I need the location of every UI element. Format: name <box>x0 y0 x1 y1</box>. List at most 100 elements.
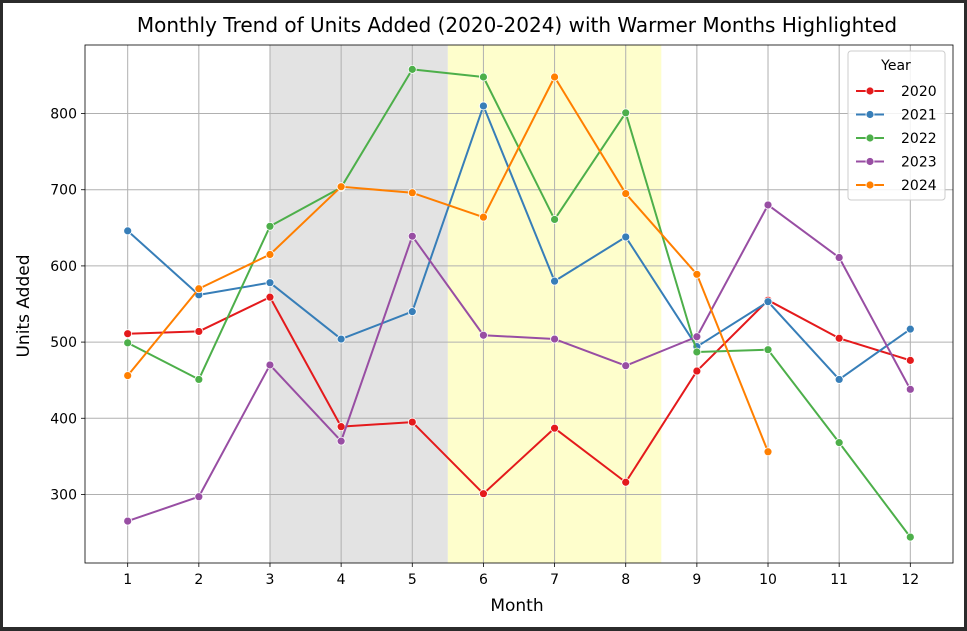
data-point-2024 <box>336 182 346 192</box>
data-point-2024 <box>479 212 488 222</box>
x-tick-label: 3 <box>266 572 275 588</box>
data-point-2021 <box>905 324 915 334</box>
y-tick-label: 400 <box>50 411 77 427</box>
legend-label: 2021 <box>901 108 937 124</box>
data-point-2020 <box>621 477 631 487</box>
data-point-2022 <box>834 438 844 448</box>
chart-canvas: 1 2 3 4 5 6 7 8 9 10 11 12 300 400 500 600 700 800 Month… <box>3 3 964 627</box>
legend-item-2023: 2023 <box>856 155 937 171</box>
x-tick-label: 7 <box>550 572 559 588</box>
data-point-2023 <box>905 384 915 394</box>
series-line-2021 <box>127 104 911 381</box>
legend-item-2021: 2021 <box>856 108 937 124</box>
data-point-2021 <box>763 297 773 307</box>
x-tick-label: 8 <box>621 572 630 588</box>
data-point-2024 <box>763 447 773 457</box>
series-line-2020 <box>127 296 911 495</box>
data-point-2022 <box>407 64 417 74</box>
legend-swatch-marker <box>865 180 875 190</box>
data-point-2021 <box>550 276 559 286</box>
data-point-2021 <box>336 334 346 344</box>
legend-item-2020: 2020 <box>856 84 937 100</box>
x-tick-label: 12 <box>901 572 919 588</box>
data-point-2023 <box>123 516 133 526</box>
highlight-band-1 <box>269 45 448 563</box>
data-point-2020 <box>407 417 417 427</box>
data-point-2023 <box>479 330 488 340</box>
data-point-2020 <box>479 489 488 499</box>
data-point-2024 <box>265 250 275 259</box>
data-point-2023 <box>763 200 773 210</box>
y-tick-label: 600 <box>50 259 77 275</box>
data-point-2022 <box>194 375 204 384</box>
data-point-2022 <box>692 347 702 357</box>
data-point-2023 <box>692 332 702 342</box>
legend-swatch-marker <box>865 86 875 96</box>
data-point-2021 <box>479 101 488 111</box>
x-tick-label: 6 <box>479 572 488 588</box>
legend-title: Year <box>880 58 911 74</box>
data-point-2022 <box>905 532 915 542</box>
data-point-2022 <box>479 72 488 82</box>
data-point-2022 <box>621 108 631 118</box>
data-point-2020 <box>905 355 915 365</box>
legend: Year 2020 2021 2022 2023 2024 <box>847 50 946 201</box>
data-point-2023 <box>194 492 204 502</box>
data-point-2023 <box>550 334 559 344</box>
x-tick-label: 2 <box>194 572 203 588</box>
x-axis-label: Month <box>490 596 543 616</box>
data-point-2020 <box>123 329 133 339</box>
legend-label: 2022 <box>901 131 937 147</box>
data-point-2024 <box>621 189 631 198</box>
x-tick-label: 9 <box>692 572 701 588</box>
data-point-2023 <box>407 231 417 241</box>
legend-swatch-marker <box>865 133 875 143</box>
data-point-2023 <box>336 436 346 446</box>
data-point-2020 <box>692 366 702 376</box>
data-point-2021 <box>265 278 275 288</box>
data-point-2020 <box>550 423 559 433</box>
data-point-2022 <box>550 215 559 224</box>
data-point-2024 <box>692 269 702 279</box>
data-point-2022 <box>123 338 133 348</box>
data-point-2023 <box>265 360 275 370</box>
data-point-2022 <box>763 345 773 355</box>
data-point-2024 <box>194 284 204 294</box>
chart-title: Monthly Trend of Units Added (2020-2024)… <box>137 13 897 37</box>
data-point-2020 <box>336 422 346 432</box>
legend-item-2024: 2024 <box>856 178 937 194</box>
legend-swatch-marker <box>865 110 875 119</box>
series-2024 <box>123 72 773 457</box>
y-tick-label: 300 <box>50 487 77 503</box>
data-point-2020 <box>834 333 844 343</box>
x-tick-label: 11 <box>830 572 848 588</box>
legend-label: 2020 <box>901 84 937 100</box>
series-2023 <box>123 200 915 526</box>
y-tick-label: 800 <box>50 107 77 123</box>
series-line-2023 <box>127 203 912 523</box>
series-2020 <box>123 292 915 499</box>
data-point-2021 <box>834 375 844 384</box>
data-point-2024 <box>550 72 559 82</box>
data-point-2021 <box>621 232 631 242</box>
x-tick-label: 4 <box>337 572 346 588</box>
plot-frame <box>84 44 954 564</box>
data-point-2023 <box>834 253 844 262</box>
data-point-2022 <box>265 221 275 231</box>
legend-swatch-marker <box>865 157 875 166</box>
legend-label: 2024 <box>901 178 937 194</box>
data-point-2023 <box>621 361 631 371</box>
legend-item-2022: 2022 <box>856 131 937 147</box>
data-point-2020 <box>194 327 204 336</box>
data-point-2020 <box>265 292 275 302</box>
y-tick-label: 500 <box>50 335 77 351</box>
x-tick-label: 10 <box>759 572 777 588</box>
x-tick-label: 5 <box>408 572 417 588</box>
data-point-2024 <box>123 371 133 381</box>
y-axis-label: Units Added <box>14 254 34 357</box>
legend-label: 2023 <box>901 155 937 171</box>
x-tick-label: 1 <box>123 572 132 588</box>
data-point-2024 <box>407 188 417 198</box>
y-tick-label: 700 <box>50 183 77 199</box>
